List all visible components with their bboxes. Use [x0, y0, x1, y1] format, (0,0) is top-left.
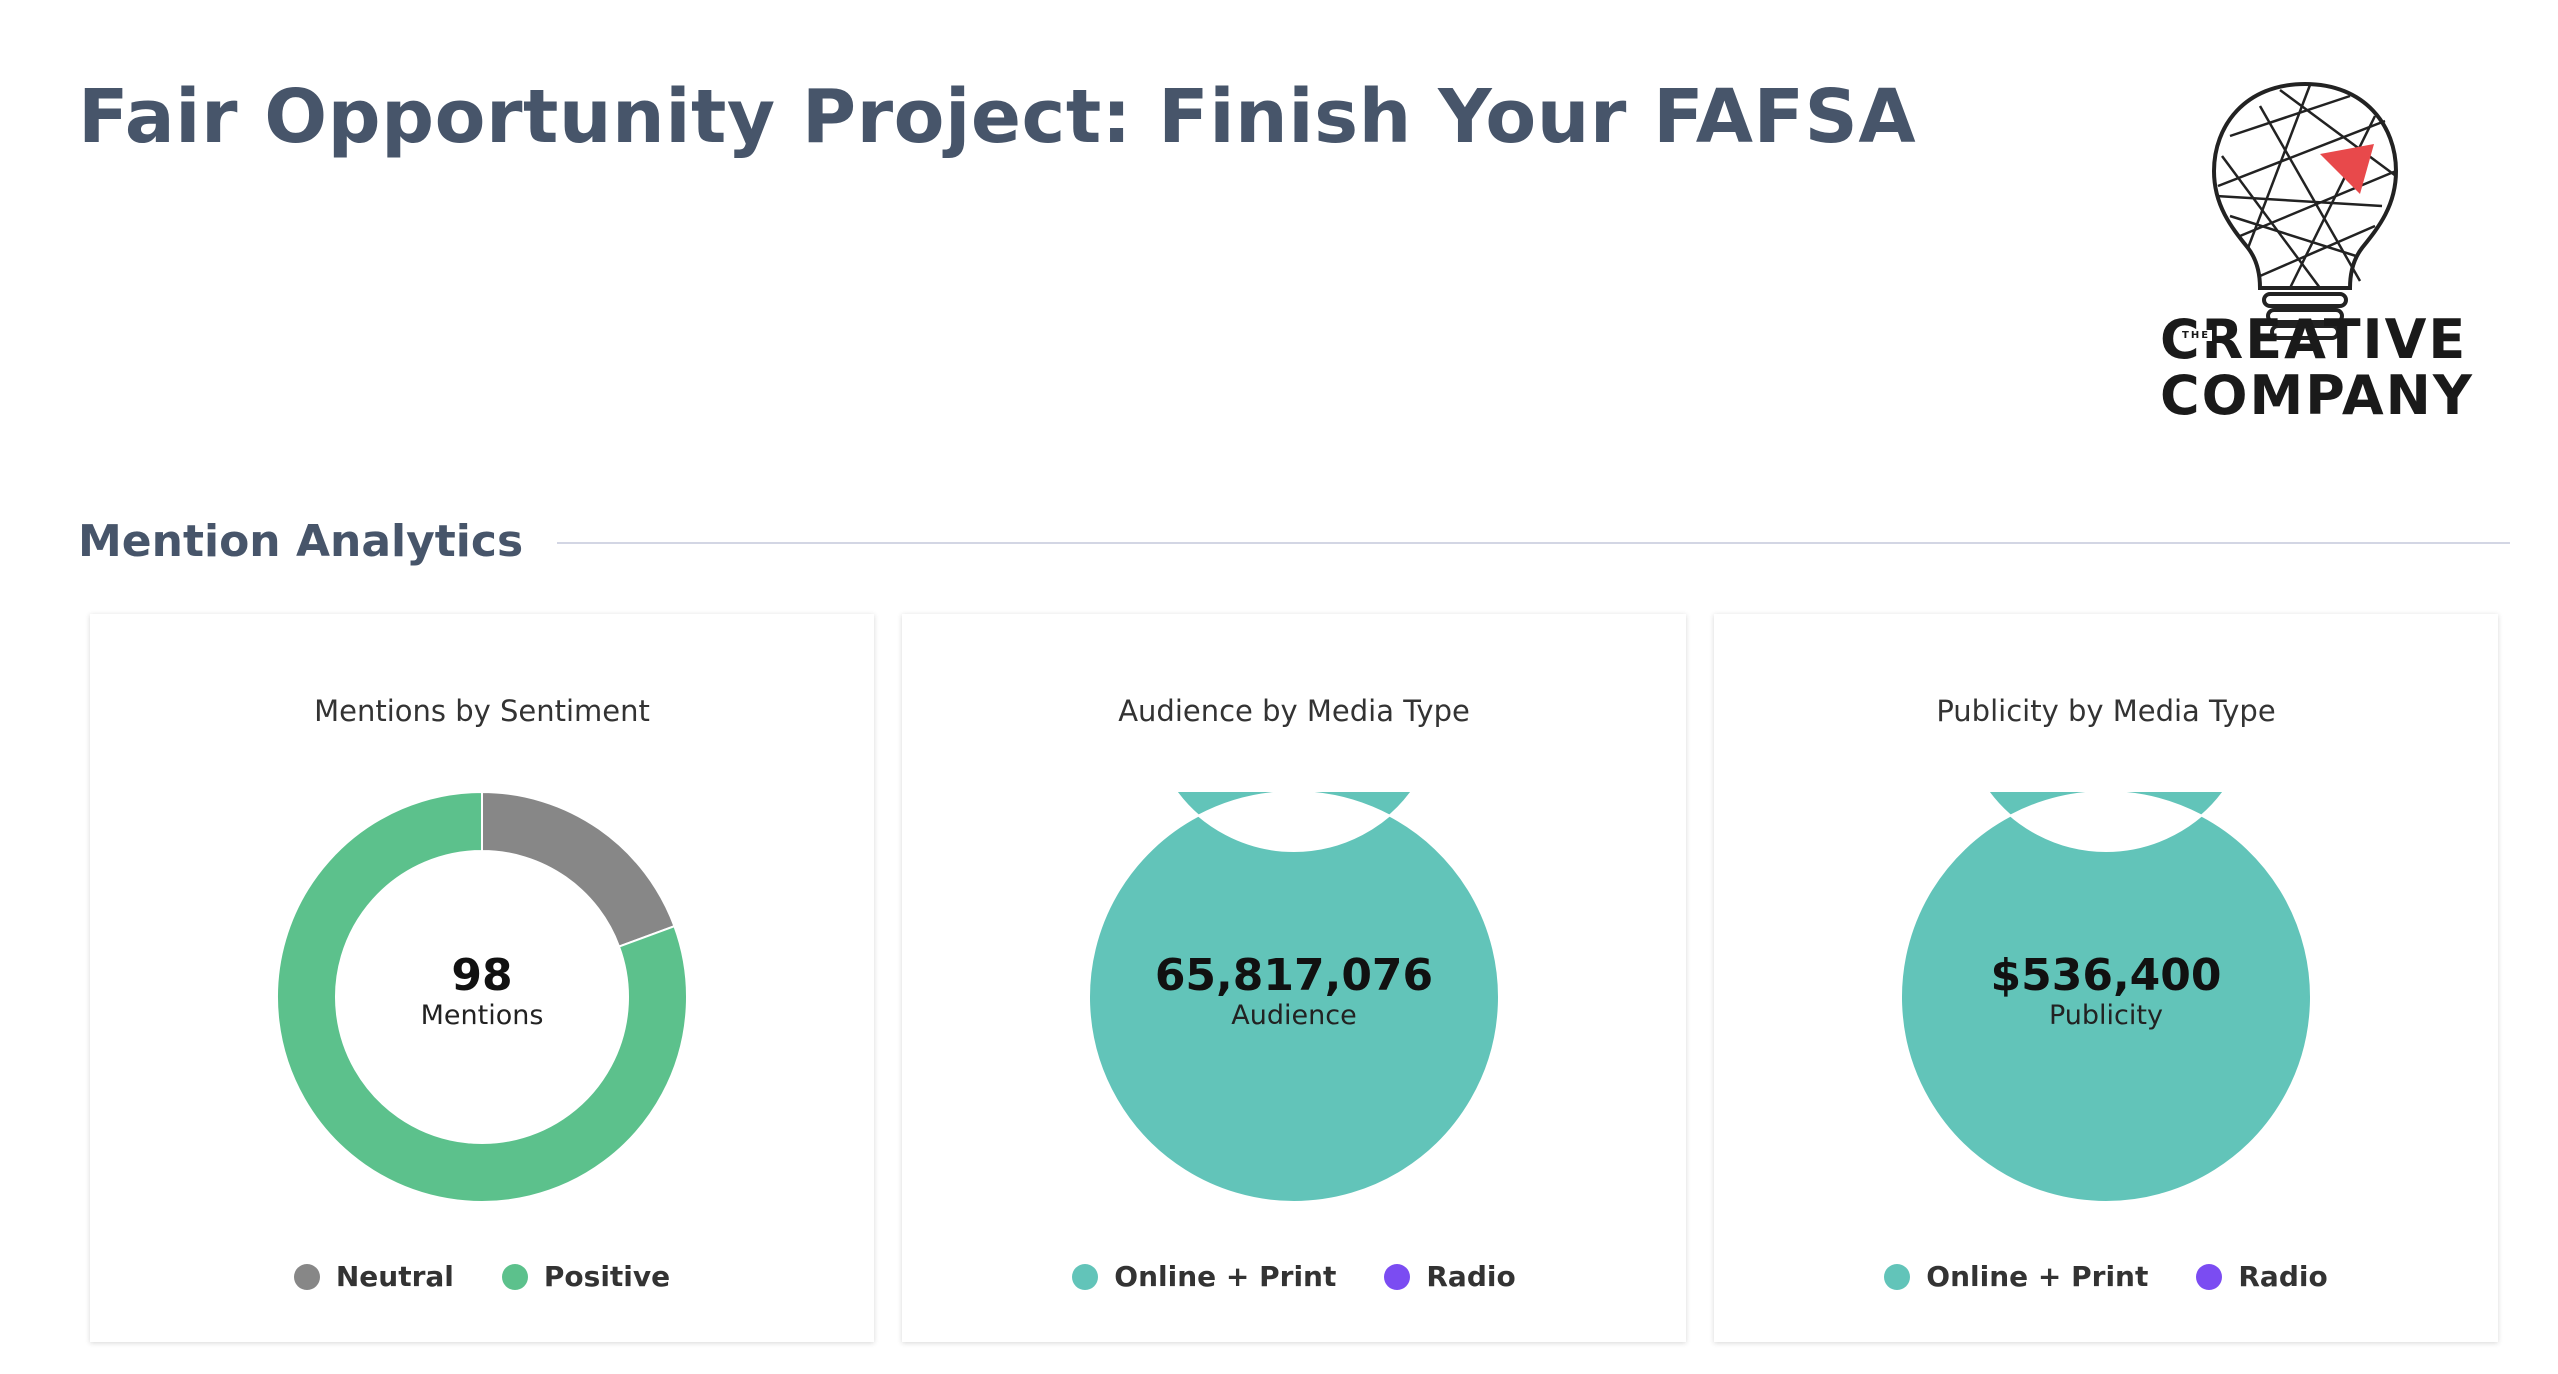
donut-slice-online-print[interactable]	[1901, 792, 2311, 1202]
legend-dot-radio	[2196, 1263, 2223, 1290]
legend-label: Neutral	[335, 1260, 454, 1293]
legend-item-positive[interactable]: Positive	[501, 1260, 671, 1293]
chart-card-sentiment: Mentions by Sentiment 98 Mentions Neutra…	[90, 614, 874, 1342]
legend-label: Positive	[543, 1260, 671, 1293]
legend-item-online-print[interactable]: Online + Print	[1072, 1260, 1336, 1293]
legend: Online + Print Radio	[1714, 1260, 2498, 1293]
legend-dot-positive	[501, 1263, 528, 1290]
legend-label: Online + Print	[1926, 1260, 2149, 1293]
legend-item-neutral[interactable]: Neutral	[293, 1260, 454, 1293]
creative-company-logo: CREATIVE COMPANY THE	[2160, 76, 2472, 424]
legend-dot-online-print	[1884, 1263, 1911, 1290]
legend: Neutral Positive	[90, 1260, 874, 1293]
chart-title: Mentions by Sentiment	[314, 694, 650, 728]
legend-label: Online + Print	[1114, 1260, 1337, 1293]
logo-small-the: THE	[2180, 330, 2213, 341]
section-divider	[557, 542, 2510, 544]
legend-label: Radio	[1426, 1260, 1516, 1293]
page-title: Fair Opportunity Project: Finish Your FA…	[78, 74, 1917, 160]
donut-slice-online-print[interactable]	[1089, 792, 1499, 1202]
donut-chart	[277, 792, 687, 1202]
logo-word-company: COMPANY	[2160, 364, 2474, 427]
chart-card-audience: Audience by Media Type 65,817,076 Audien…	[902, 614, 1686, 1342]
legend-label: Radio	[2238, 1260, 2328, 1293]
legend-item-online-print[interactable]: Online + Print	[1884, 1260, 2148, 1293]
legend: Online + Print Radio	[902, 1260, 1686, 1293]
logo-word-creative: REATIVE	[2201, 308, 2468, 371]
chart-title: Publicity by Media Type	[1936, 694, 2276, 728]
chart-title: Audience by Media Type	[1118, 694, 1470, 728]
donut-chart	[1089, 792, 1499, 1202]
chart-card-publicity: Publicity by Media Type $536,400 Publici…	[1714, 614, 2498, 1342]
legend-dot-neutral	[293, 1263, 320, 1290]
accent-triangle	[2320, 144, 2374, 194]
legend-dot-online-print	[1072, 1263, 1099, 1290]
donut-chart	[1901, 792, 2311, 1202]
lightbulb-logo-icon	[2211, 81, 2399, 340]
legend-item-radio[interactable]: Radio	[1384, 1260, 1516, 1293]
section-title: Mention Analytics	[78, 515, 524, 567]
donut-slice-positive[interactable]	[277, 792, 687, 1202]
section-header: Mention Analytics	[78, 506, 2510, 576]
legend-dot-radio	[1384, 1263, 1411, 1290]
legend-item-radio[interactable]: Radio	[2196, 1260, 2328, 1293]
donut-slice-neutral[interactable]	[481, 792, 676, 948]
